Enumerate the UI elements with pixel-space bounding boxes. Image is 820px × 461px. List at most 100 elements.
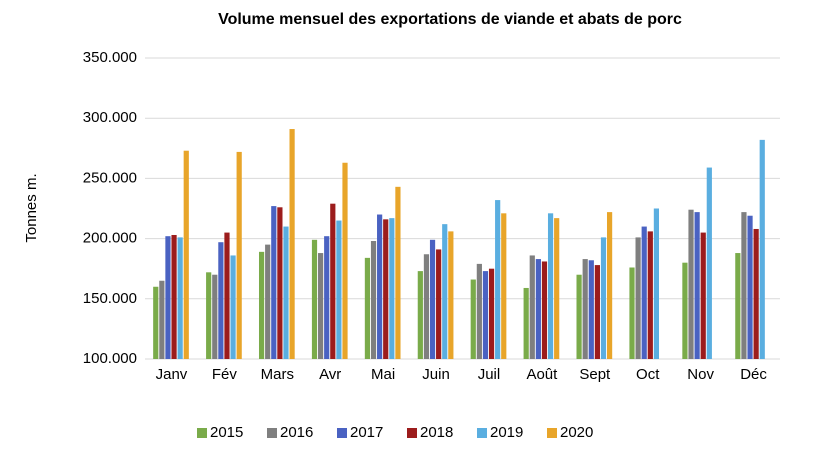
x-tick-label: Août [526, 366, 558, 383]
bar [324, 236, 330, 359]
bar [342, 162, 348, 359]
bar [547, 213, 554, 359]
bar [488, 268, 495, 359]
bar [759, 139, 765, 359]
bar [289, 129, 295, 359]
y-tick-label: 350.000 [83, 49, 137, 66]
bar [183, 150, 189, 359]
bar [206, 272, 212, 359]
bar [436, 249, 442, 359]
bar [395, 186, 401, 359]
bar [171, 234, 177, 359]
bar [423, 254, 430, 359]
bar [600, 237, 607, 359]
legend-swatch [477, 428, 487, 438]
bar [283, 226, 289, 359]
x-tick-label: Avr [319, 366, 341, 383]
bar [541, 261, 548, 359]
legend-swatch [267, 428, 277, 438]
bar [429, 239, 436, 359]
bar [364, 257, 371, 359]
bar [224, 232, 230, 359]
bar [706, 167, 712, 359]
bar [236, 151, 242, 359]
bar [635, 237, 641, 359]
bar [741, 212, 747, 359]
bar [336, 220, 342, 359]
bar [753, 228, 759, 359]
bar [606, 212, 613, 359]
bar [688, 209, 694, 359]
bar [383, 219, 389, 359]
bar [277, 207, 283, 359]
legend-label: 2019 [490, 424, 523, 441]
bar [377, 214, 383, 359]
bar [442, 224, 448, 359]
bar [153, 286, 159, 359]
legend-label: 2017 [350, 424, 383, 441]
bar [735, 253, 741, 359]
bar [370, 241, 377, 359]
bar [629, 267, 635, 359]
legend-swatch [547, 428, 557, 438]
bar [476, 263, 482, 359]
y-tick-label: 150.000 [83, 290, 137, 307]
x-tick-label: Fév [212, 366, 238, 383]
x-tick-label: Juil [478, 366, 501, 383]
bar [582, 259, 588, 359]
bar [330, 203, 336, 359]
legend-label: 2015 [210, 424, 243, 441]
legend-label: 2020 [560, 424, 593, 441]
bar [641, 226, 647, 359]
bar [495, 200, 501, 359]
y-tick-label: 200.000 [83, 230, 137, 247]
x-tick-label: Mars [261, 366, 294, 383]
bar [165, 236, 171, 359]
bar [501, 213, 507, 359]
bar [694, 212, 700, 359]
y-tick-label: 100.000 [83, 350, 137, 367]
bar [529, 255, 535, 359]
legend-label: 2016 [280, 424, 313, 441]
legend-swatch [197, 428, 207, 438]
bar [417, 271, 423, 359]
bar [318, 253, 324, 359]
bar [523, 287, 529, 359]
bar [682, 262, 688, 359]
bar [159, 280, 165, 359]
y-tick-label: 300.000 [83, 109, 137, 126]
legend-swatch [337, 428, 347, 438]
x-tick-label: Nov [687, 366, 714, 383]
bar [389, 218, 395, 359]
bar [311, 239, 318, 359]
bar [271, 206, 277, 359]
chart-title: Volume mensuel des exportations de viand… [218, 11, 682, 28]
legend-label: 2018 [420, 424, 453, 441]
bar [265, 244, 271, 359]
y-axis-label: Tonnes m. [23, 173, 40, 242]
bar [700, 232, 706, 359]
bar [470, 279, 476, 359]
x-tick-label: Oct [636, 366, 660, 383]
bar [747, 215, 753, 359]
x-tick-label: Mai [371, 366, 395, 383]
bar [448, 231, 454, 359]
x-tick-label: Sept [579, 366, 611, 383]
x-tick-label: Déc [740, 366, 767, 383]
y-tick-label: 250.000 [83, 169, 137, 186]
bar [588, 260, 594, 359]
bar [594, 265, 600, 359]
x-tick-label: Janv [156, 366, 188, 383]
x-tick-label: Juin [422, 366, 450, 383]
bar [535, 259, 541, 359]
bar [212, 274, 218, 359]
bar [653, 208, 660, 359]
bar [230, 255, 236, 359]
bar [177, 237, 183, 359]
bar [218, 242, 224, 359]
bar [554, 218, 560, 359]
bar [647, 231, 653, 359]
bar [482, 271, 489, 359]
bar [576, 274, 582, 359]
